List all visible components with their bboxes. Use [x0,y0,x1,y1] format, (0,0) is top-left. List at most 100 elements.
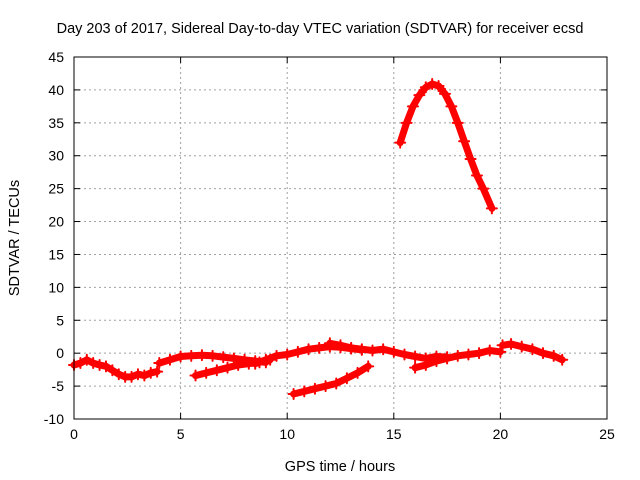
x-tick-label: 10 [279,426,295,442]
data-point [445,100,458,113]
data-point [496,339,509,352]
series-sat-track-8 [409,344,507,374]
data-point [221,361,234,374]
data-point [206,349,219,362]
y-tick-label: 30 [48,148,64,164]
data-point [174,350,187,363]
data-point [387,345,400,358]
x-tick-label: 15 [386,426,402,442]
data-point [441,352,454,365]
data-point [74,357,87,370]
data-point [138,369,151,382]
series-sat-track-6 [323,337,454,365]
data-point [323,337,336,350]
data-point [426,77,439,90]
data-point [210,364,223,377]
data-point [409,361,422,374]
plot-frame [73,56,608,420]
data-point [394,136,407,149]
data-point [462,348,475,361]
data-point [131,368,144,381]
data-point [87,357,100,370]
x-axis-label: GPS time / hours [285,459,395,475]
data-point [505,337,518,350]
data-point [515,340,528,353]
y-tick-label: 10 [48,279,64,295]
y-tick-label: -10 [44,411,64,427]
data-point [144,366,157,379]
series-sat-track-5 [287,360,375,400]
y-tick-label: 20 [48,214,64,230]
data-point [547,349,560,362]
data-point [362,360,375,373]
data-point [185,349,198,362]
data-point [106,364,119,377]
data-point [458,135,471,148]
data-point [217,351,230,364]
data-point [319,380,332,393]
y-tick-label: 15 [48,246,64,262]
y-tick-label: 40 [48,82,64,98]
data-point [419,359,432,372]
data-point [163,353,176,366]
data-point [308,382,321,395]
data-point [153,357,166,370]
data-point [464,153,477,166]
data-point [473,347,486,360]
x-tick-label: 20 [493,426,509,442]
data-point [302,343,315,356]
y-tick-label: 5 [56,312,64,328]
x-tick-label: 5 [177,426,185,442]
data-point [526,343,539,356]
series-sat-track-9 [496,337,569,366]
data-point [406,100,419,113]
data-point [451,349,464,362]
y-tick-label: 45 [48,49,64,65]
data-point [112,368,125,381]
x-tick-label: 25 [599,426,615,442]
series-sat-track-7 [394,77,498,215]
data-point [249,357,262,370]
data-point [432,79,445,92]
data-series [68,77,569,400]
data-point [281,348,294,361]
data-point [189,369,202,382]
data-point [556,353,569,366]
data-point [200,366,213,379]
x-tick-label: 0 [70,426,78,442]
data-point [330,377,343,390]
chart-title: Day 203 of 2017, Sidereal Day-to-day VTE… [57,21,584,37]
y-tick-label: 25 [48,181,64,197]
data-point [477,182,490,195]
data-point [291,345,304,358]
data-point [270,349,283,362]
data-point [537,347,550,360]
data-point [125,370,138,383]
data-point [259,353,272,366]
data-point [419,81,432,94]
data-point [494,345,507,358]
data-point [366,344,379,357]
axis-ticks: 0 5 10 15 20 25 -10 -5 0 5 10 15 20 25 30 35 40 45 [44,49,615,442]
data-point [398,348,411,361]
data-point [413,89,426,102]
data-point [485,202,498,215]
data-point [351,366,364,379]
data-point [313,341,326,354]
y-tick-label: 35 [48,115,64,131]
data-point [340,372,353,385]
data-point [151,365,164,378]
data-point [377,343,390,356]
data-point [470,169,483,182]
data-point [80,353,93,366]
data-point [334,339,347,352]
data-point [195,349,208,362]
y-tick-label: -5 [52,378,65,394]
data-point [298,385,311,398]
data-point [400,116,413,129]
data-point [345,341,358,354]
data-point [451,116,464,129]
data-point [438,87,451,100]
